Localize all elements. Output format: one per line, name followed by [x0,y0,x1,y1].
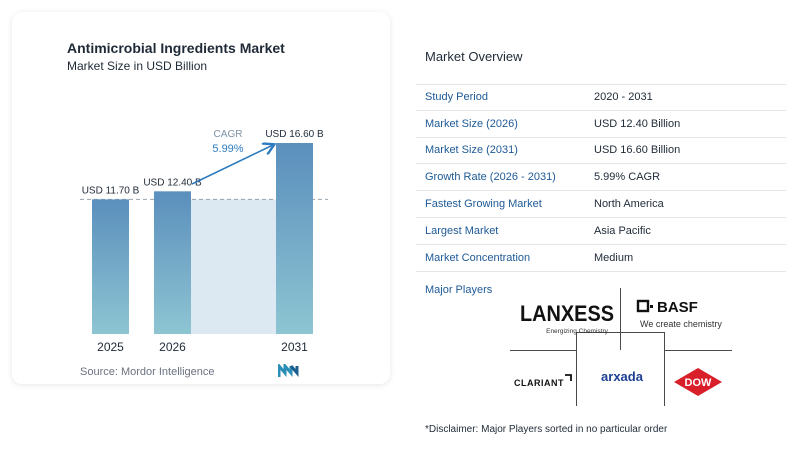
lanxess-tagline: Energizing Chemistry [546,328,609,335]
data-label: USD 11.70 B [82,185,140,196]
overview-row: Study Period 2020 - 2031 [416,84,786,111]
basf-logo: BASF We create chemistry [636,299,722,329]
x-tick-label: 2031 [281,340,308,354]
basf-name: BASF [657,299,698,316]
projection-band [191,199,276,334]
overview-title: Market Overview [425,49,523,64]
clariant-logo: CLARIANT [514,374,572,388]
overview-label: Fastest Growing Market [425,198,542,211]
overview-label: Market Size (2026) [425,117,518,130]
chart-subtitle: Market Size in USD Billion [67,59,208,73]
dow-diamond-icon [674,368,722,396]
cagr-value: 5.99% [212,143,243,155]
chart-title: Antimicrobial Ingredients Market [67,40,285,56]
overview-label: Market Concentration [425,251,531,264]
x-tick-label: 2026 [159,340,186,354]
clariant-name: CLARIANT [514,378,564,388]
lanxess-name: LANXESS [520,301,614,326]
data-label: USD 16.60 B [265,129,324,140]
overview-label: Largest Market [425,224,499,237]
grid-divider [576,332,577,406]
grid-divider [576,332,664,333]
arxada-logo: arxada [601,369,644,384]
arxada-name: arxada [601,369,644,384]
grid-divider [664,332,665,406]
overview-table: Study Period 2020 - 2031 Market Size (20… [416,84,786,272]
overview-row: Market Size (2031) USD 16.60 Billion [416,138,786,165]
grid-divider [664,350,732,351]
dow-logo: DOW [674,368,722,396]
bar-2026 [154,191,191,334]
data-label: USD 12.40 B [143,177,202,188]
mordor-logo-icon [278,364,299,378]
overview-value: USD 16.60 Billion [594,144,681,157]
overview-row: Market Size (2026) USD 12.40 Billion [416,111,786,138]
basf-tagline: We create chemistry [640,319,722,329]
overview-label: Growth Rate (2026 - 2031) [425,171,556,184]
major-players-label: Major Players [425,284,493,296]
cagr-arrow-icon [191,145,273,185]
overview-row: Largest Market Asia Pacific [416,218,786,245]
disclaimer: *Disclaimer: Major Players sorted in no … [425,424,668,435]
major-players-grid: LANXESS Energizing Chemistry BASF We cre… [510,288,732,406]
overview-row: Market Concentration Medium [416,245,786,272]
grid-divider [510,350,576,351]
grid-divider [620,288,621,350]
overview-value: Asia Pacific [594,224,651,237]
clariant-mark-icon [565,374,572,381]
cagr-label: CAGR [214,129,243,140]
overview-value: North America [594,198,664,211]
bar-2025 [92,199,129,334]
overview-label: Study Period [425,91,488,104]
overview-row: Fastest Growing Market North America [416,191,786,218]
overview-value: 2020 - 2031 [594,91,653,104]
bar-2031 [276,143,313,334]
bar-chart: USD 11.70 B 2025 USD 12.40 B 2026 USD 16.60 … [80,129,328,354]
overview-row: Growth Rate (2026 - 2031) 5.99% CAGR [416,164,786,192]
basf-square-icon [636,299,650,313]
basf-dot-icon [650,305,653,308]
lanxess-logo: LANXESS Energizing Chemistry [520,301,614,335]
chart-source: Source: Mordor Intelligence [80,366,215,378]
overview-value: 5.99% CAGR [594,171,661,184]
overview-value: Medium [594,251,634,264]
x-tick-label: 2025 [97,340,124,354]
dow-name: DOW [685,377,713,389]
overview-value: USD 12.40 Billion [594,117,681,130]
overview-label: Market Size (2031) [425,144,518,157]
